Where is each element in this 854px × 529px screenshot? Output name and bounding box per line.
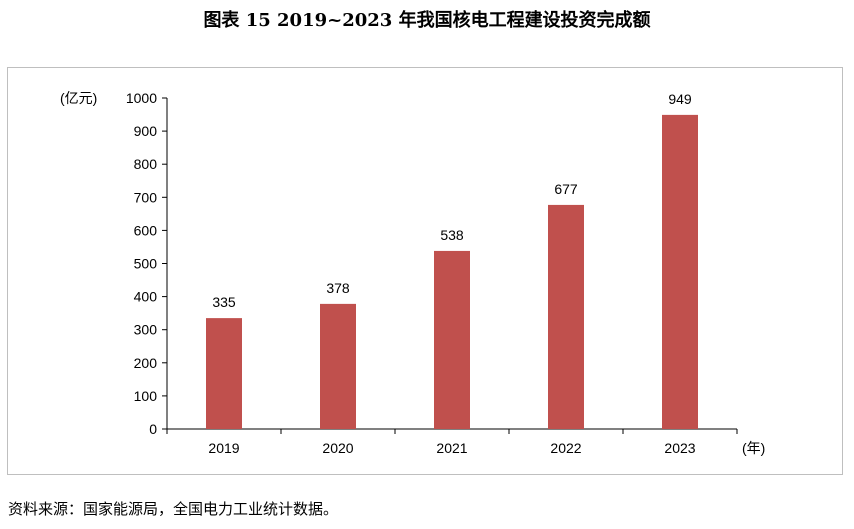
data-label-2023: 949 [668,91,692,107]
y-axis-unit-label: (亿元) [60,90,97,106]
y-tick-label: 500 [134,256,158,272]
x-axis-unit-label: (年) [742,440,765,456]
x-tick-label-2023: 2023 [664,440,695,456]
chart-title: 图表 15 2019~2023 年我国核电工程建设投资完成额 [203,10,651,31]
y-tick-label: 300 [134,322,158,338]
x-tick-label-2020: 2020 [322,440,353,456]
bars [206,114,698,430]
x-tick-label-2021: 2021 [436,440,467,456]
chart-frame [7,67,843,475]
x-tick-label-2019: 2019 [208,440,239,456]
y-axis: 0 100 200 300 400 500 600 700 800 900 1000 [126,90,168,437]
y-tick-label: 700 [134,189,158,205]
y-tick-label: 1000 [126,90,157,106]
bar-2023 [662,114,698,430]
y-tick-label: 400 [134,289,158,305]
data-label-2020: 378 [326,280,350,296]
data-labels: 335 378 538 677 949 [212,91,692,310]
x-axis: 2019 2020 2021 2022 2023 [166,428,738,456]
y-tick-label: 600 [134,222,158,238]
data-label-2019: 335 [212,294,236,310]
bar-2021 [434,250,470,429]
y-tick-label: 900 [134,123,158,139]
y-tick-label: 200 [134,355,158,371]
y-tick-label: 100 [134,388,158,404]
y-tick-label: 800 [134,156,158,172]
y-tick-label: 0 [149,421,157,437]
source-note: 资料来源：国家能源局，全国电力工业统计数据。 [8,500,339,518]
x-tick-label-2022: 2022 [550,440,581,456]
bar-2022 [548,204,584,429]
bar-2019 [206,318,242,429]
data-label-2021: 538 [440,227,464,243]
bar-2020 [320,303,356,429]
data-label-2022: 677 [554,181,578,197]
